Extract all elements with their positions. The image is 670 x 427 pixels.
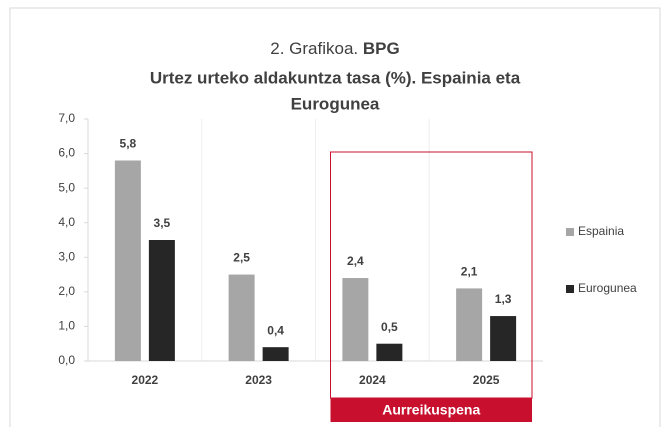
y-tick-label: 2,0 [58,284,75,298]
y-tick-label: 1,0 [58,319,75,333]
bar [342,278,369,361]
bar [114,160,141,361]
bar [148,240,175,361]
bar [262,347,289,361]
x-tick-label: 2025 [473,373,500,387]
legend-swatch [566,228,574,236]
bar [456,288,483,361]
data-label: 0,4 [267,323,284,337]
x-tick-label: 2024 [359,373,386,387]
data-label: 1,3 [495,292,512,306]
data-label: 2,4 [347,254,364,268]
x-tick-label: 2022 [132,373,159,387]
forecast-label: Aurreikuspena [382,402,480,418]
y-tick-label: 7,0 [58,111,75,125]
y-tick-label: 0,0 [58,353,75,367]
y-tick-label: 3,0 [58,249,75,263]
data-label: 0,5 [381,320,398,334]
data-label: 5,8 [120,137,137,151]
y-tick-label: 5,0 [58,180,75,194]
bar [376,343,403,361]
subtitle-line: Urtez urteko aldakuntza tasa (%). Espain… [150,68,521,87]
y-tick-label: 6,0 [58,146,75,160]
data-label: 3,5 [154,216,171,230]
data-label: 2,5 [233,251,250,265]
data-label: 2,1 [461,265,478,279]
chart-title: 2. Grafikoa. BPG [270,39,399,58]
subtitle-line: Eurogunea [291,94,380,113]
x-tick-label: 2023 [245,373,272,387]
y-tick-label: 4,0 [58,215,75,229]
bar [228,274,255,361]
title-part: 2. Grafikoa. [270,39,358,58]
legend-label: Eurogunea [578,281,637,295]
forecast-label-bg [330,398,532,422]
title-bold: BPG [363,39,400,58]
legend-swatch [566,285,574,293]
bar [490,316,517,361]
legend-label: Espainia [578,224,624,238]
